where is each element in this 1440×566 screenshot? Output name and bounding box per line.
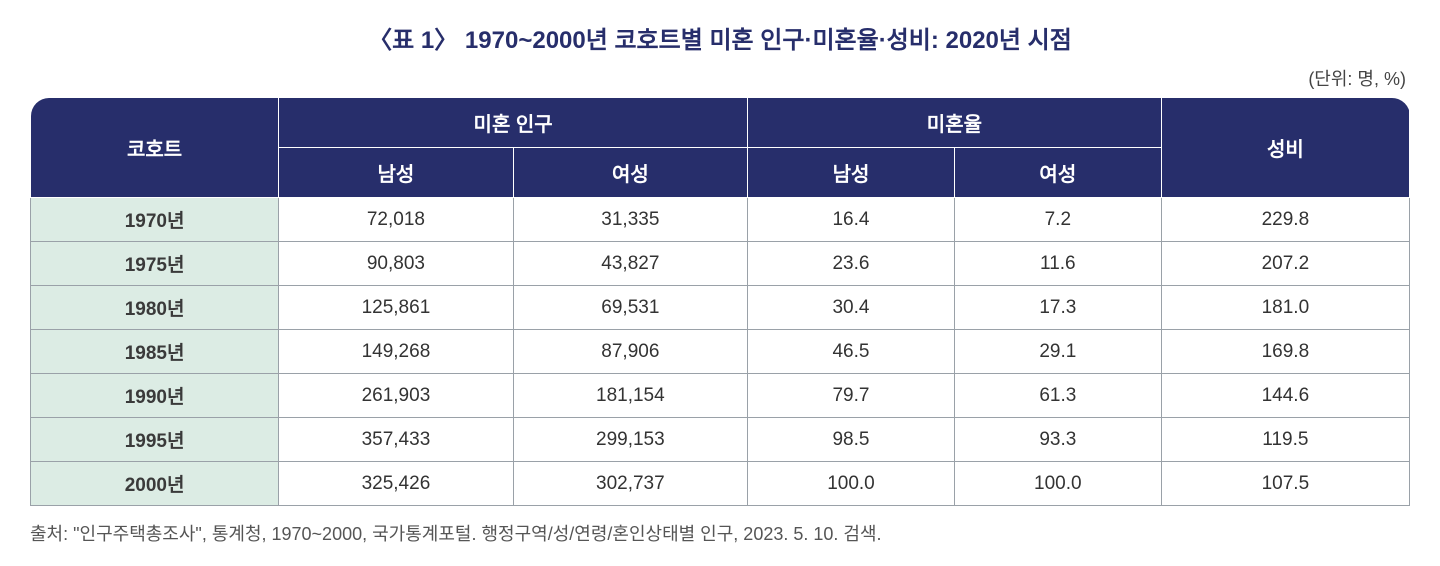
unit-label: (단위: 명, %): [30, 65, 1410, 91]
pop-male-cell: 357,433: [279, 418, 513, 462]
table-title: 〈표 1〉 1970~2000년 코호트별 미혼 인구·미혼율·성비: 2020…: [30, 20, 1410, 55]
source-citation: 출처: "인구주택총조사", 통계청, 1970~2000, 국가통계포털. 행…: [30, 520, 1410, 546]
rate-female-cell: 100.0: [954, 462, 1161, 506]
cohort-cell: 2000년: [31, 462, 279, 506]
rate-male-cell: 23.6: [748, 242, 955, 286]
pop-male-cell: 325,426: [279, 462, 513, 506]
pop-male-cell: 125,861: [279, 286, 513, 330]
pop-male-cell: 72,018: [279, 198, 513, 242]
table-row: 1995년357,433299,15398.593.3119.5: [31, 418, 1410, 462]
table-row: 1990년261,903181,15479.761.3144.6: [31, 374, 1410, 418]
header-pop-female: 여성: [513, 148, 747, 198]
header-rate-female: 여성: [954, 148, 1161, 198]
header-pop-male: 남성: [279, 148, 513, 198]
header-cohort: 코호트: [31, 98, 279, 198]
sex-ratio-cell: 144.6: [1161, 374, 1409, 418]
table-row: 2000년325,426302,737100.0100.0107.5: [31, 462, 1410, 506]
pop-male-cell: 149,268: [279, 330, 513, 374]
cohort-cell: 1985년: [31, 330, 279, 374]
rate-female-cell: 7.2: [954, 198, 1161, 242]
sex-ratio-cell: 169.8: [1161, 330, 1409, 374]
cohort-cell: 1975년: [31, 242, 279, 286]
rate-female-cell: 93.3: [954, 418, 1161, 462]
cohort-cell: 1970년: [31, 198, 279, 242]
sex-ratio-cell: 207.2: [1161, 242, 1409, 286]
header-row-top: 코호트 미혼 인구 미혼율 성비: [31, 98, 1410, 148]
pop-female-cell: 43,827: [513, 242, 747, 286]
rate-female-cell: 61.3: [954, 374, 1161, 418]
sex-ratio-cell: 119.5: [1161, 418, 1409, 462]
cohort-cell: 1990년: [31, 374, 279, 418]
table-body: 1970년72,01831,33516.47.2229.81975년90,803…: [31, 198, 1410, 506]
table-row: 1985년149,26887,90646.529.1169.8: [31, 330, 1410, 374]
pop-female-cell: 181,154: [513, 374, 747, 418]
table-row: 1970년72,01831,33516.47.2229.8: [31, 198, 1410, 242]
pop-male-cell: 261,903: [279, 374, 513, 418]
table-head: 코호트 미혼 인구 미혼율 성비 남성 여성 남성 여성: [31, 98, 1410, 198]
pop-female-cell: 31,335: [513, 198, 747, 242]
rate-female-cell: 11.6: [954, 242, 1161, 286]
rate-male-cell: 79.7: [748, 374, 955, 418]
data-table: 코호트 미혼 인구 미혼율 성비 남성 여성 남성 여성 1970년72,018…: [30, 97, 1410, 506]
rate-male-cell: 100.0: [748, 462, 955, 506]
rate-female-cell: 29.1: [954, 330, 1161, 374]
pop-female-cell: 299,153: [513, 418, 747, 462]
pop-female-cell: 302,737: [513, 462, 747, 506]
header-rate-male: 남성: [748, 148, 955, 198]
rate-male-cell: 16.4: [748, 198, 955, 242]
rate-male-cell: 98.5: [748, 418, 955, 462]
sex-ratio-cell: 107.5: [1161, 462, 1409, 506]
table-row: 1980년125,86169,53130.417.3181.0: [31, 286, 1410, 330]
pop-male-cell: 90,803: [279, 242, 513, 286]
pop-female-cell: 69,531: [513, 286, 747, 330]
rate-male-cell: 30.4: [748, 286, 955, 330]
cohort-cell: 1995년: [31, 418, 279, 462]
rate-male-cell: 46.5: [748, 330, 955, 374]
sex-ratio-cell: 229.8: [1161, 198, 1409, 242]
cohort-cell: 1980년: [31, 286, 279, 330]
header-unmarried-rate: 미혼율: [748, 98, 1162, 148]
rate-female-cell: 17.3: [954, 286, 1161, 330]
sex-ratio-cell: 181.0: [1161, 286, 1409, 330]
header-sex-ratio: 성비: [1161, 98, 1409, 198]
pop-female-cell: 87,906: [513, 330, 747, 374]
header-unmarried-pop: 미혼 인구: [279, 98, 748, 148]
table-row: 1975년90,80343,82723.611.6207.2: [31, 242, 1410, 286]
